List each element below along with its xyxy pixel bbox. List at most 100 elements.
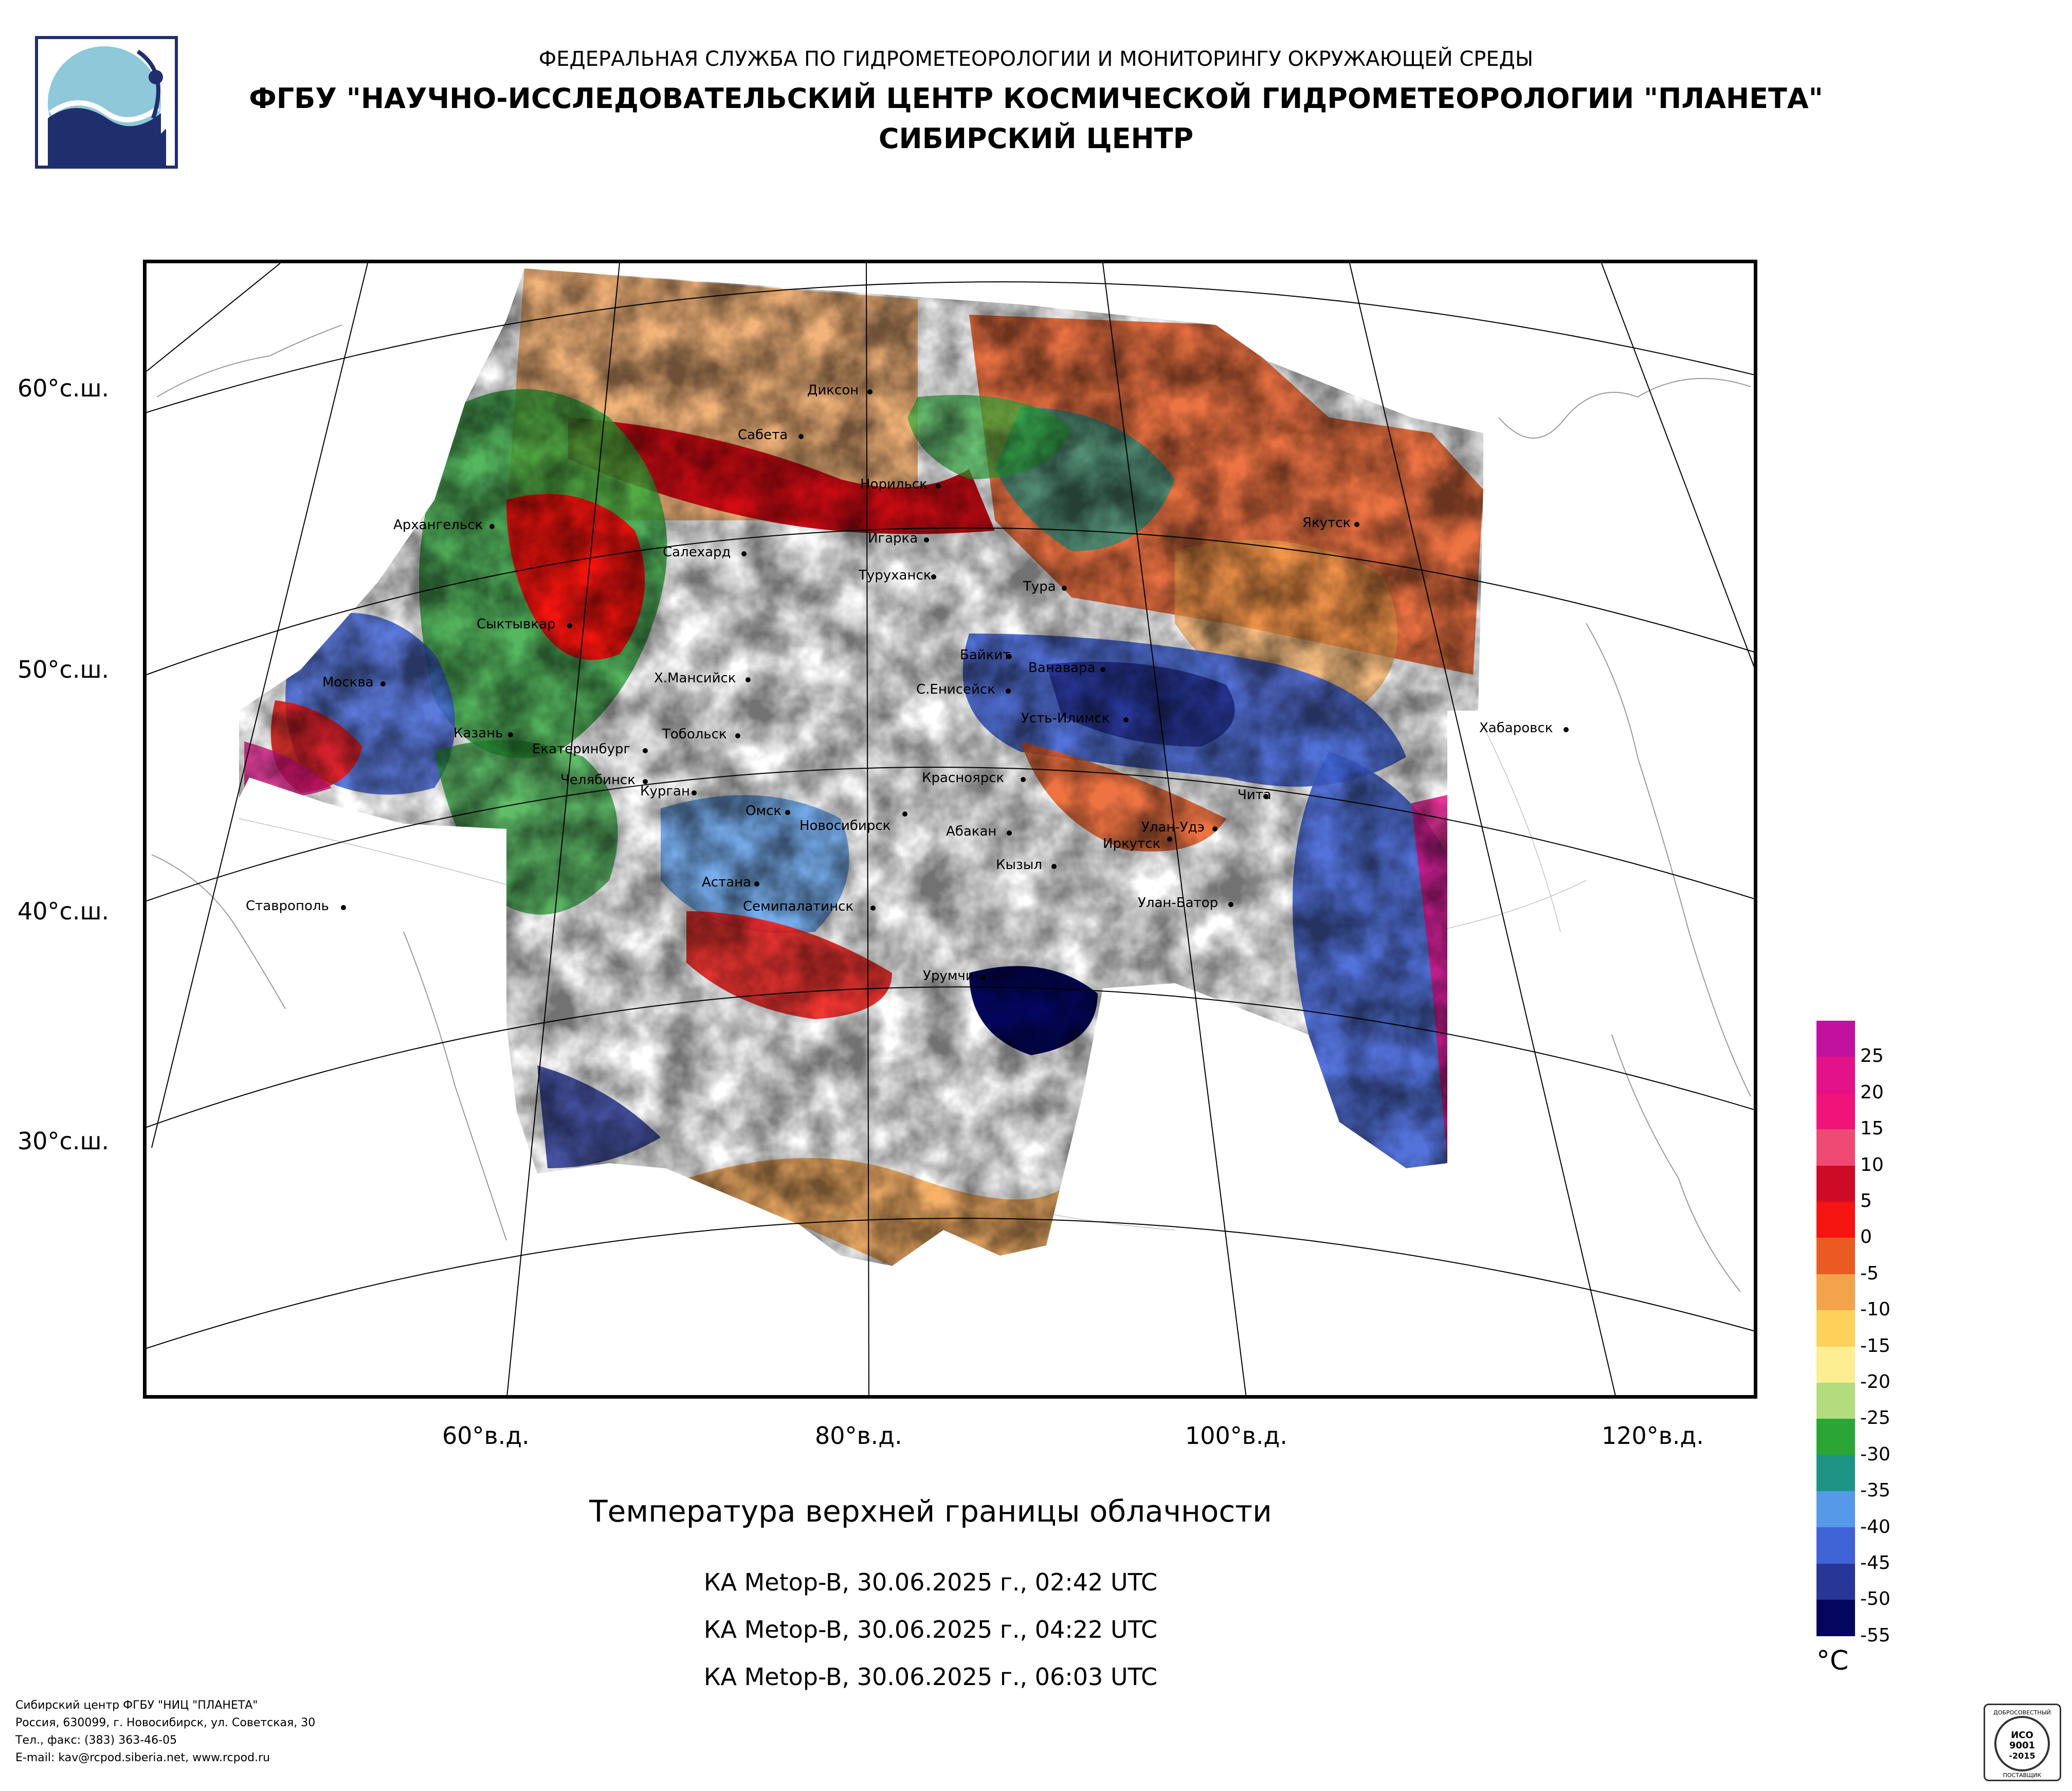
city-label: Хабаровск	[1479, 720, 1553, 736]
footer-contacts: Сибирский центр ФГБУ "НИЦ "ПЛАНЕТА" Росс…	[15, 1697, 315, 1767]
city-label: Улан-Удэ	[1141, 820, 1205, 835]
lat-label: 30°с.ш.	[17, 1127, 110, 1155]
iso-line2: 9001	[2009, 1740, 2035, 1751]
legend-swatch	[1816, 1093, 1855, 1130]
legend-swatch	[1816, 1491, 1855, 1528]
legend-value: 20	[1860, 1081, 1884, 1103]
legend-swatch	[1816, 1346, 1855, 1383]
lat-label: 40°с.ш.	[17, 897, 110, 925]
city-label: Екатеринбург	[532, 741, 631, 757]
header-agency: ФЕДЕРАЛЬНАЯ СЛУЖБА ПО ГИДРОМЕТЕОРОЛОГИИ …	[538, 47, 1534, 71]
city-label: Новосибирск	[799, 818, 891, 834]
city-label: Москва	[322, 675, 374, 690]
legend-value: -40	[1860, 1516, 1891, 1537]
city-label: Норильск	[860, 477, 928, 492]
city-label: Челябинск	[560, 772, 636, 788]
lat-label: 50°с.ш.	[17, 656, 110, 683]
lon-label: 80°в.д.	[815, 1422, 902, 1450]
planeta-logo	[35, 36, 178, 169]
legend-swatch	[1816, 1021, 1855, 1057]
legend-unit: °C	[1816, 1645, 1849, 1676]
lon-label: 120°в.д.	[1602, 1422, 1704, 1450]
city-label: Казань	[453, 726, 503, 741]
legend-swatch	[1816, 1382, 1855, 1419]
city-label: Х.Мансийск	[654, 671, 736, 686]
legend-value: -50	[1860, 1588, 1891, 1610]
satellite-pass: КА Metop-B, 30.06.2025 г., 06:03 UTC	[703, 1663, 1158, 1691]
legend-value: 15	[1860, 1118, 1884, 1139]
satellite-pass: КА Metop-B, 30.06.2025 г., 02:42 UTC	[703, 1568, 1158, 1596]
legend-swatch	[1816, 1238, 1855, 1274]
city-label: Абакан	[946, 824, 997, 839]
iso-line1: ИСО	[2011, 1730, 2033, 1741]
city-label: С.Енисейск	[916, 682, 995, 697]
legend-swatch	[1816, 1527, 1855, 1564]
city-label: Архангельск	[393, 517, 483, 533]
legend-swatch	[1816, 1201, 1855, 1238]
color-legend	[1816, 1021, 1855, 1636]
legend-swatch	[1816, 1419, 1855, 1455]
city-label: Тобольск	[662, 727, 727, 742]
city-label: Улан-Батор	[1138, 895, 1219, 911]
lon-label: 100°в.д.	[1185, 1422, 1287, 1450]
city-label: Чита	[1238, 787, 1271, 803]
iso-line3: -2015	[2009, 1751, 2035, 1761]
city-label: Астана	[702, 875, 752, 890]
city-label: Сабета	[738, 427, 788, 443]
map-title: Температура верхней границы облачности	[589, 1494, 1272, 1529]
header-institute: ФГБУ "НАУЧНО-ИССЛЕДОВАТЕЛЬСКИЙ ЦЕНТР КОС…	[249, 82, 1823, 115]
city-label: Якутск	[1302, 515, 1351, 531]
city-label: Тура	[1023, 579, 1056, 594]
iso-badge: ДОБРОСОВЕСТНЫЙ ИСО 9001 -2015 ПОСТАВЩИК	[1984, 1704, 2061, 1781]
legend-value: -10	[1860, 1299, 1891, 1320]
legend-swatch	[1816, 1165, 1855, 1202]
city-label: Ставрополь	[246, 898, 329, 914]
city-label: Туруханск	[859, 568, 932, 583]
footer-phone: Тел., факс: (383) 363-46-05	[15, 1734, 177, 1747]
legend-value: -55	[1860, 1624, 1891, 1646]
iso-bottom: ПОСТАВЩИК	[2003, 1772, 2042, 1779]
satellite-pass: КА Metop-B, 30.06.2025 г., 04:22 UTC	[703, 1616, 1158, 1643]
graticule	[147, 263, 1754, 1395]
city-label: Усть-Илимск	[1021, 711, 1110, 726]
footer-org: Сибирский центр ФГБУ "НИЦ "ПЛАНЕТА"	[15, 1699, 258, 1712]
legend-value: 5	[1860, 1190, 1872, 1211]
legend-value: -15	[1860, 1335, 1891, 1356]
legend-swatch	[1816, 1600, 1855, 1636]
legend-value: -45	[1860, 1552, 1891, 1573]
legend-swatch	[1816, 1310, 1855, 1347]
city-label: Игарка	[868, 531, 918, 546]
legend-swatch	[1816, 1455, 1855, 1492]
city-label: Красноярск	[922, 770, 1005, 786]
city-label: Ванавара	[1028, 660, 1096, 676]
legend-value: 25	[1860, 1045, 1884, 1067]
map-canvas	[147, 263, 1754, 1395]
city-markers	[341, 389, 1569, 980]
legend-swatch	[1816, 1563, 1855, 1600]
city-label: Диксон	[807, 383, 859, 398]
coastlines	[151, 324, 1751, 1292]
lon-label: 60°в.д.	[442, 1422, 530, 1450]
header-center: СИБИРСКИЙ ЦЕНТР	[878, 122, 1194, 155]
legend-swatch	[1816, 1057, 1855, 1093]
legend-swatch	[1816, 1129, 1855, 1166]
legend-value: -25	[1860, 1407, 1891, 1429]
footer-email: E-mail: kav@rcpod.siberia.net, www.rcpod…	[15, 1751, 270, 1764]
legend-value: 0	[1860, 1226, 1872, 1248]
legend-value: 10	[1860, 1154, 1884, 1175]
city-label: Салехард	[663, 545, 731, 560]
city-label: Иркутск	[1103, 836, 1161, 852]
legend-swatch	[1816, 1274, 1855, 1311]
city-label: Курган	[640, 784, 690, 799]
city-label: Семипалатинск	[743, 899, 854, 914]
city-label: Омск	[746, 803, 782, 819]
cloud-temperature-map: Диксон Сабета Норильск Архангельск Салех…	[143, 260, 1757, 1399]
legend-value: -30	[1860, 1443, 1891, 1465]
legend-value: -5	[1860, 1262, 1879, 1284]
city-label: Кызыл	[996, 857, 1042, 873]
city-label: Урумчи	[923, 968, 974, 984]
city-label: Байкит	[960, 647, 1011, 663]
iso-top: ДОБРОСОВЕСТНЫЙ	[1993, 1709, 2051, 1716]
city-label: Сыктывкар	[477, 617, 556, 632]
legend-value: -35	[1860, 1480, 1891, 1501]
